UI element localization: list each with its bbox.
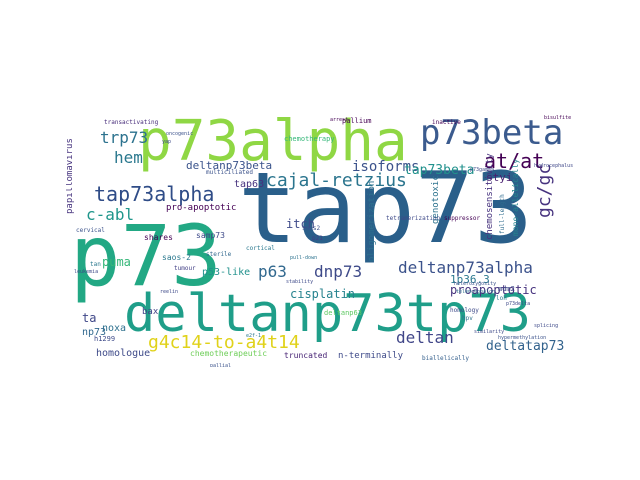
cloud-word: papillomavirus xyxy=(66,138,75,214)
cloud-word: deltanp73alpha xyxy=(398,258,533,277)
cloud-word: shares xyxy=(144,233,173,242)
cloud-word: deltanp63 xyxy=(324,309,362,317)
cloud-word: arrest xyxy=(330,117,349,123)
cloud-word: tap73 xyxy=(238,152,534,266)
cloud-word: dnp73 xyxy=(314,262,363,281)
cloud-word: deltatap73 xyxy=(486,339,565,354)
cloud-word: tap63 xyxy=(234,179,265,190)
word-cloud: tap73 p73alpha p73beta p73 deltanp73tp73… xyxy=(66,112,574,367)
cloud-word: hydrocephalus xyxy=(534,163,574,169)
cloud-word: ta xyxy=(82,311,97,325)
cloud-word: e2f-1 xyxy=(246,333,262,339)
cloud-word: reelin xyxy=(160,289,179,295)
cloud-word: p73 xyxy=(70,207,222,305)
cloud-word: homology xyxy=(450,307,479,314)
cloud-word: noxa xyxy=(102,323,127,334)
cloud-word: pull-down xyxy=(290,255,318,261)
cloud-word: hem xyxy=(114,148,143,167)
cloud-word: saos-2 xyxy=(162,253,191,262)
cloud-word: leukemia xyxy=(74,269,99,275)
cloud-word: p73beta xyxy=(420,113,564,153)
cloud-word: yap xyxy=(162,139,172,145)
cloud-word: pallium xyxy=(342,117,372,125)
cloud-word: at/at xyxy=(484,149,545,173)
cloud-word: truncated xyxy=(284,351,328,360)
cloud-word: transactivating xyxy=(104,119,159,126)
cloud-word: np73 xyxy=(82,327,107,338)
cloud-word: chemotherapeutic xyxy=(190,349,268,358)
cloud-word: hypermethylation xyxy=(498,335,547,341)
cloud-word: h1299 xyxy=(94,335,116,343)
cloud-word: p53-like xyxy=(202,267,251,278)
cloud-word: deltanp73beta xyxy=(186,159,273,172)
cloud-word: styi xyxy=(486,171,513,184)
cloud-word: tap73beta xyxy=(404,163,475,178)
cloud-word: tap73alpha xyxy=(94,182,215,206)
cloud-word: trp73 xyxy=(100,128,149,147)
cloud-word: stability xyxy=(286,279,314,285)
cloud-word: cervical xyxy=(76,227,105,234)
cloud-word: g4c14-to-a4t14 xyxy=(148,332,300,353)
cloud-word: tumour xyxy=(174,265,196,272)
cloud-word: samp73 xyxy=(196,231,225,240)
cloud-word: bax xyxy=(142,307,159,317)
cloud-word: inactive xyxy=(432,119,461,126)
cloud-word: p73delta xyxy=(506,301,531,307)
cloud-word: loh xyxy=(496,295,507,302)
cloud-word: suppressor xyxy=(444,215,481,222)
cloud-word: oncogenic xyxy=(166,131,194,137)
cloud-word: heterozygosity xyxy=(454,281,497,287)
cloud-word: mono-allelically xyxy=(511,158,520,236)
cloud-word: p73gamma xyxy=(470,167,495,173)
cloud-word: tetramerization xyxy=(386,215,441,222)
cloud-word: multiciliated xyxy=(206,169,253,176)
cloud-word: p21 xyxy=(312,235,323,242)
cloud-word: cortical xyxy=(246,245,275,252)
cloud-word: mdm2 xyxy=(498,285,515,293)
cloud-word: isoforms xyxy=(352,159,420,175)
cloud-word: bisulfite xyxy=(544,115,572,121)
cloud-word: n-terminally xyxy=(338,351,404,361)
cloud-word: itch xyxy=(286,217,315,231)
cloud-word: cisplatin xyxy=(290,287,356,301)
cloud-word: deltan xyxy=(396,328,454,347)
cloud-word: full-length xyxy=(499,194,506,234)
cloud-word: saos2 xyxy=(302,225,321,232)
cloud-word: chemotherapy xyxy=(284,135,335,143)
cloud-word: gc/gc xyxy=(534,163,555,218)
cloud-word: pro-apoptotic xyxy=(166,203,237,213)
cloud-word: proapoptotic xyxy=(450,283,537,297)
cloud-word: splicing xyxy=(534,323,559,329)
cloud-word: similarity xyxy=(474,329,505,335)
cloud-word: telencephalon xyxy=(456,289,496,295)
cloud-word: oligomerization xyxy=(367,180,377,262)
cloud-word: cajal-retzius xyxy=(266,170,407,191)
cloud-word: pallial xyxy=(210,363,232,368)
cloud-word: biallelically xyxy=(422,355,469,362)
cloud-word: 1p36.3 xyxy=(450,273,490,286)
cloud-word: sterile xyxy=(206,251,232,258)
cloud-word: p73alpha xyxy=(138,112,408,174)
cloud-word: tan xyxy=(90,261,101,268)
cloud-word: c-abl xyxy=(86,205,135,224)
cloud-word: puma xyxy=(102,255,131,269)
cloud-word: homologue xyxy=(96,348,151,359)
cloud-word: p63 xyxy=(258,262,287,281)
cloud-word: hpv xyxy=(462,315,473,322)
cloud-word: deltanp73tp73 xyxy=(124,284,531,344)
